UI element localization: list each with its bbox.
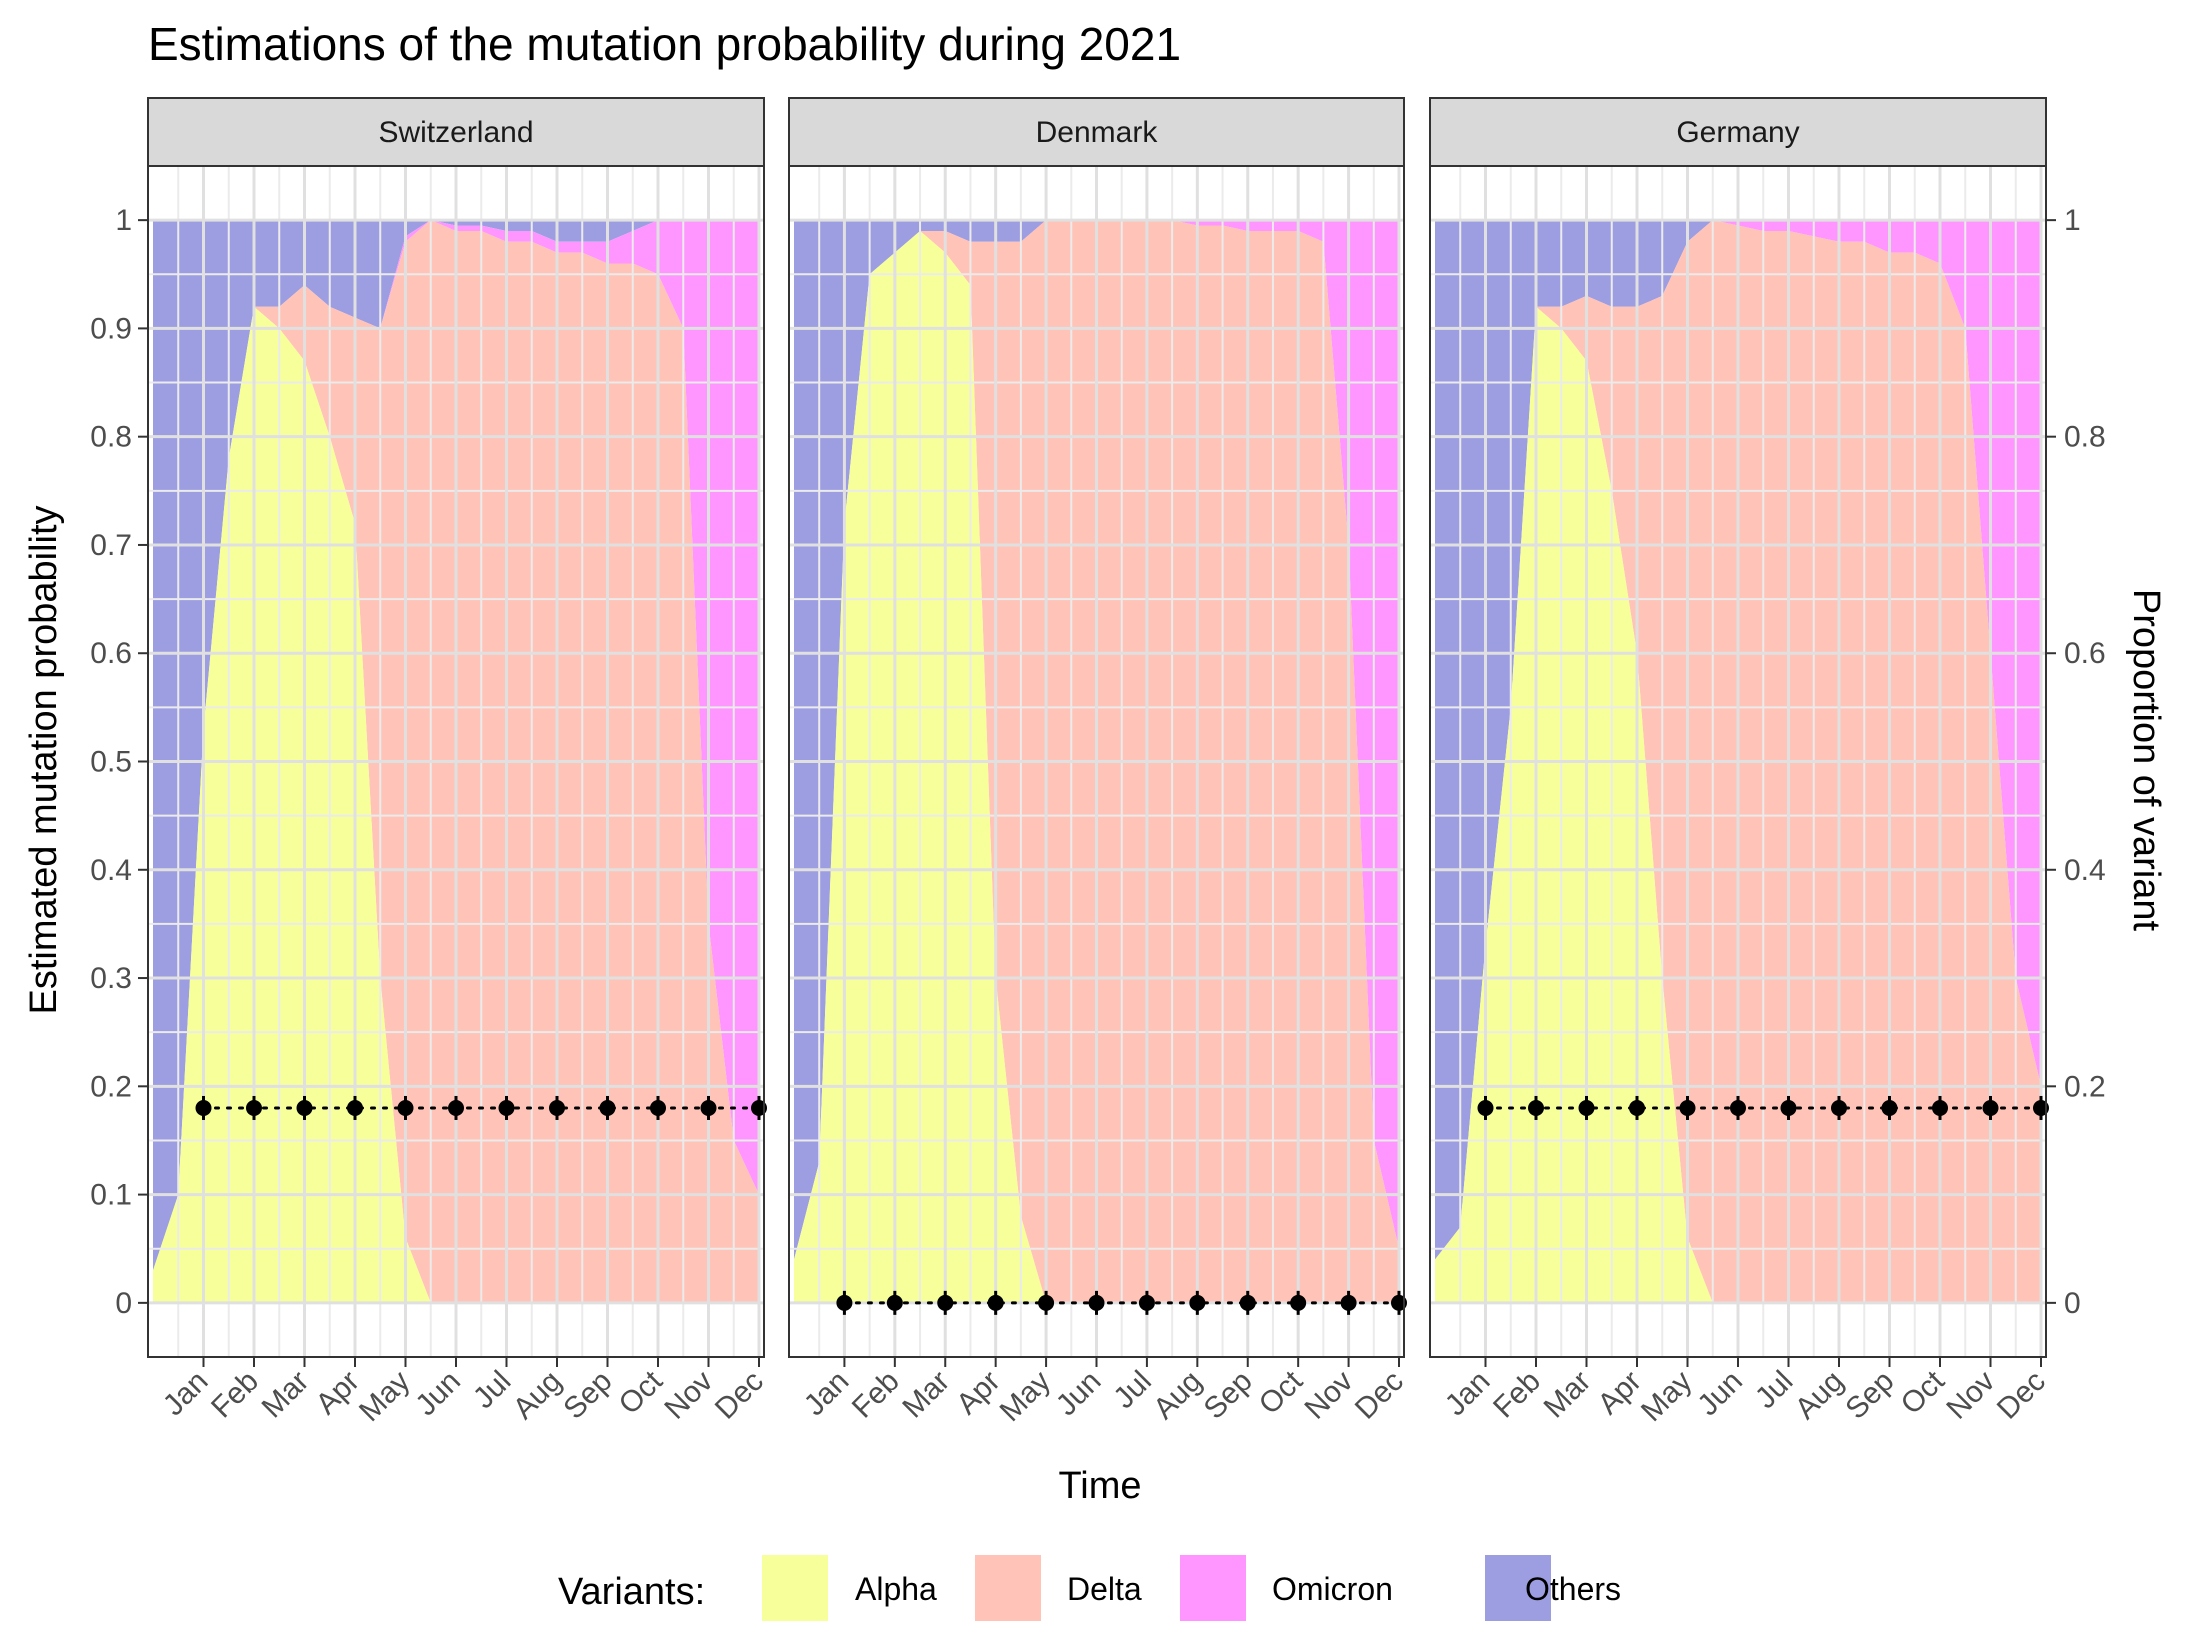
- mutation-point: [1088, 1294, 1105, 1311]
- mutation-point: [1629, 1099, 1645, 1116]
- facet-strip: [147, 97, 765, 167]
- y-tick-label: 1: [115, 204, 132, 237]
- facet-label: Switzerland: [378, 116, 533, 149]
- y-tick-label: 0.6: [90, 637, 132, 670]
- mutation-point: [1780, 1099, 1797, 1116]
- mutation-point: [1932, 1099, 1948, 1116]
- mutation-point: [1189, 1294, 1206, 1311]
- facet-strip: [788, 97, 1405, 167]
- chart-title: Estimations of the mutation probability …: [148, 18, 1181, 70]
- area-others: [794, 220, 1399, 1260]
- mutation-point: [836, 1294, 853, 1311]
- mutation-point: [1528, 1099, 1544, 1116]
- legend-label-delta: Delta: [1067, 1571, 1142, 1607]
- legend-title: Variants:: [558, 1571, 705, 1613]
- y2-tick-label: 1: [2064, 204, 2081, 237]
- legend-label-alpha: Alpha: [855, 1571, 937, 1607]
- y2-tick-label: 0.6: [2064, 637, 2106, 670]
- area-omicron: [794, 220, 1399, 1260]
- mutation-point: [549, 1099, 565, 1116]
- x-axis-label: Time: [1058, 1465, 1141, 1507]
- axes: 0 0.1 0.2 0.3 0.4 0.5 0.6 0.7 0.8 0.9 1 0 0.2 0.4 0.6 0…: [90, 204, 2105, 1320]
- y-axis-label: Estimated mutation probability: [23, 505, 65, 1014]
- legend-key-others: [1485, 1555, 1551, 1621]
- mutation-point: [1477, 1099, 1494, 1116]
- y2-tick-label: 0.4: [2064, 854, 2106, 887]
- legend: Variants: Alpha Delta Omicron Others: [558, 1555, 1621, 1621]
- mutation-point: [246, 1099, 262, 1116]
- y-tick-label: 0.2: [90, 1070, 132, 1103]
- mutation-point: [937, 1294, 954, 1311]
- y-tick-label: 0.5: [90, 746, 132, 779]
- mutation-point: [296, 1099, 313, 1116]
- mutation-point: [886, 1294, 903, 1311]
- mutation-point: [1679, 1099, 1696, 1116]
- mutation-point: [1239, 1294, 1256, 1311]
- mutation-point: [1831, 1099, 1847, 1116]
- area-others: [1435, 220, 2041, 1260]
- mutation-point: [1730, 1099, 1746, 1116]
- mutation-point: [1881, 1099, 1898, 1116]
- facet-label: Denmark: [1036, 116, 1159, 149]
- mutation-point: [1578, 1099, 1595, 1116]
- facet-label: Germany: [1676, 116, 1799, 149]
- y-tick-label: 0.7: [90, 529, 132, 562]
- mutation-point: [1340, 1294, 1357, 1311]
- y2-tick-label: 0.2: [2064, 1070, 2106, 1103]
- y-tick-label: 0.3: [90, 962, 132, 995]
- y-tick-label: 0.1: [90, 1179, 132, 1212]
- legend-label-others: Others: [1525, 1571, 1621, 1607]
- mutation-point: [498, 1099, 515, 1116]
- area-omicron: [1435, 220, 2041, 1260]
- mutation-point: [1138, 1294, 1155, 1311]
- mutation-point: [650, 1099, 666, 1116]
- y2-tick-label: 0: [2064, 1287, 2081, 1320]
- mutation-point: [1290, 1294, 1307, 1311]
- area-omicron: [153, 220, 759, 1271]
- y-tick-label: 0.8: [90, 421, 132, 454]
- legend-key-omicron: [1180, 1555, 1246, 1621]
- legend-key-alpha: [762, 1555, 828, 1621]
- mutation-point: [397, 1099, 414, 1116]
- y-tick-label: 0.9: [90, 312, 132, 345]
- mutation-point: [195, 1099, 212, 1116]
- mutation-point: [700, 1099, 717, 1116]
- y2-tick-label: 0.8: [2064, 421, 2106, 454]
- legend-label-omicron: Omicron: [1272, 1571, 1393, 1607]
- mutation-point: [987, 1294, 1004, 1311]
- facet-strip: [1429, 97, 2047, 167]
- area-others: [153, 220, 759, 1271]
- mutation-point: [599, 1099, 616, 1116]
- y-tick-label: 0: [115, 1287, 132, 1320]
- mutation-point: [347, 1099, 363, 1116]
- mutation-point: [448, 1099, 464, 1116]
- mutation-point: [1038, 1294, 1055, 1311]
- y2-axis-label: Proportion of variant: [2125, 589, 2167, 932]
- legend-key-delta: [975, 1555, 1041, 1621]
- mutation-point: [1982, 1099, 1999, 1116]
- y-tick-label: 0.4: [90, 854, 132, 887]
